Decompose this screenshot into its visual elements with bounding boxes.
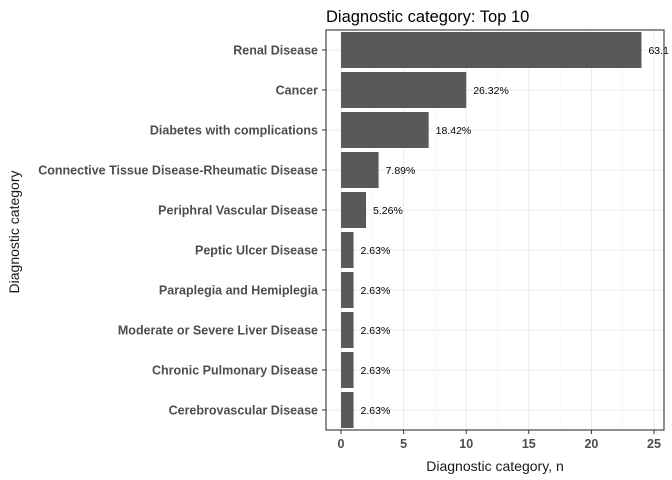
y-axis-title: Diagnostic category (6, 171, 22, 294)
data-label: 5.26% (373, 205, 403, 217)
data-label: 7.89% (386, 165, 416, 177)
category-label: Diabetes with complications (150, 124, 318, 138)
chart-title: Diagnostic category: Top 10 (326, 8, 529, 26)
bar (341, 152, 379, 188)
bar (341, 232, 354, 268)
bar (341, 72, 467, 108)
x-tick-label: 5 (400, 437, 407, 451)
data-label: 2.63% (361, 285, 391, 297)
data-label: 2.63% (361, 405, 391, 417)
panel-border (325, 29, 665, 431)
x-axis-title: Diagnostic category, n (426, 458, 563, 474)
bar (341, 192, 367, 228)
x-tick-label: 10 (459, 437, 473, 451)
data-label: 63.1 (648, 45, 669, 57)
x-tick-label: 0 (338, 437, 345, 451)
data-labels: 63.1 26.32% 18.42% 7.89% 5.26% 2.63% 2.63% 2.63… (361, 45, 670, 417)
category-label: Periphral Vascular Disease (158, 204, 318, 218)
bar (341, 392, 354, 428)
category-label: Connective Tissue Disease-Rheumatic Dise… (38, 164, 318, 178)
category-label: Renal Disease (233, 44, 318, 58)
x-tick-label: 25 (647, 437, 661, 451)
category-label: Chronic Pulmonary Disease (152, 364, 318, 378)
data-label: 2.63% (361, 245, 391, 257)
data-label: 2.63% (361, 365, 391, 377)
bar (341, 272, 354, 308)
bar (341, 312, 354, 348)
bars (341, 32, 642, 428)
category-label: Cancer (276, 84, 319, 98)
bar (341, 32, 642, 68)
x-tick-label: 20 (584, 437, 598, 451)
x-tick-label: 15 (522, 437, 536, 451)
category-label: Cerebrovascular Disease (169, 404, 318, 418)
bar (341, 112, 429, 148)
data-label: 18.42% (436, 125, 472, 137)
category-label: Peptic Ulcer Disease (195, 244, 318, 258)
bar (341, 352, 354, 388)
category-label: Paraplegia and Hemiplegia (159, 284, 319, 298)
y-axis: Renal Disease Cancer Diabetes with complic… (38, 44, 326, 418)
category-label: Moderate or Severe Liver Disease (118, 324, 318, 338)
x-axis: 0 5 10 15 20 25 (338, 430, 661, 451)
data-label: 26.32% (473, 85, 509, 97)
data-label: 2.63% (361, 325, 391, 337)
